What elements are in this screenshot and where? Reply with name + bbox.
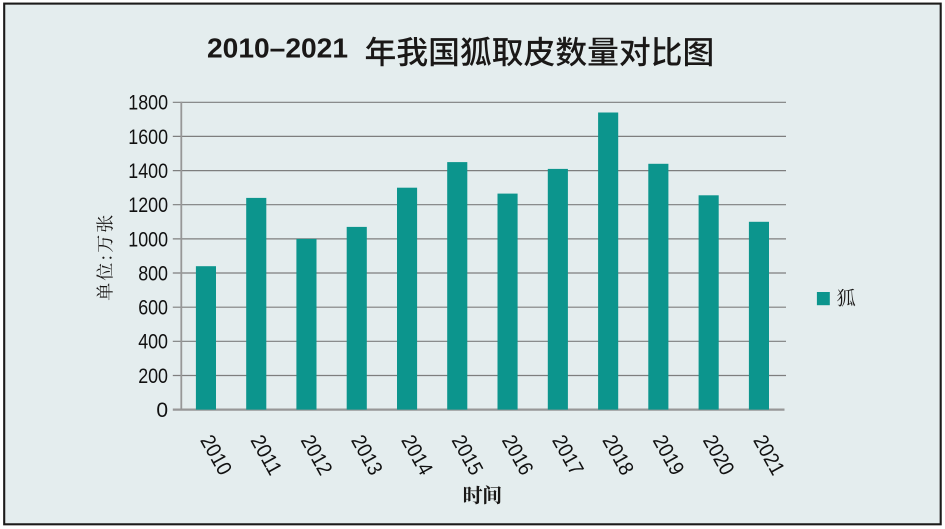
svg-text:2010–2021: 2010–2021 [207,33,348,64]
svg-text:1000: 1000 [128,228,168,251]
svg-text:1200: 1200 [128,194,168,217]
svg-text:1400: 1400 [128,160,168,183]
svg-text:200: 200 [138,365,168,388]
svg-text:400: 400 [138,331,168,354]
svg-text:1800: 1800 [128,92,168,115]
svg-text:600: 600 [138,297,168,320]
svg-text:800: 800 [138,262,168,285]
svg-text:0: 0 [156,399,168,422]
svg-text:1600: 1600 [128,126,168,149]
